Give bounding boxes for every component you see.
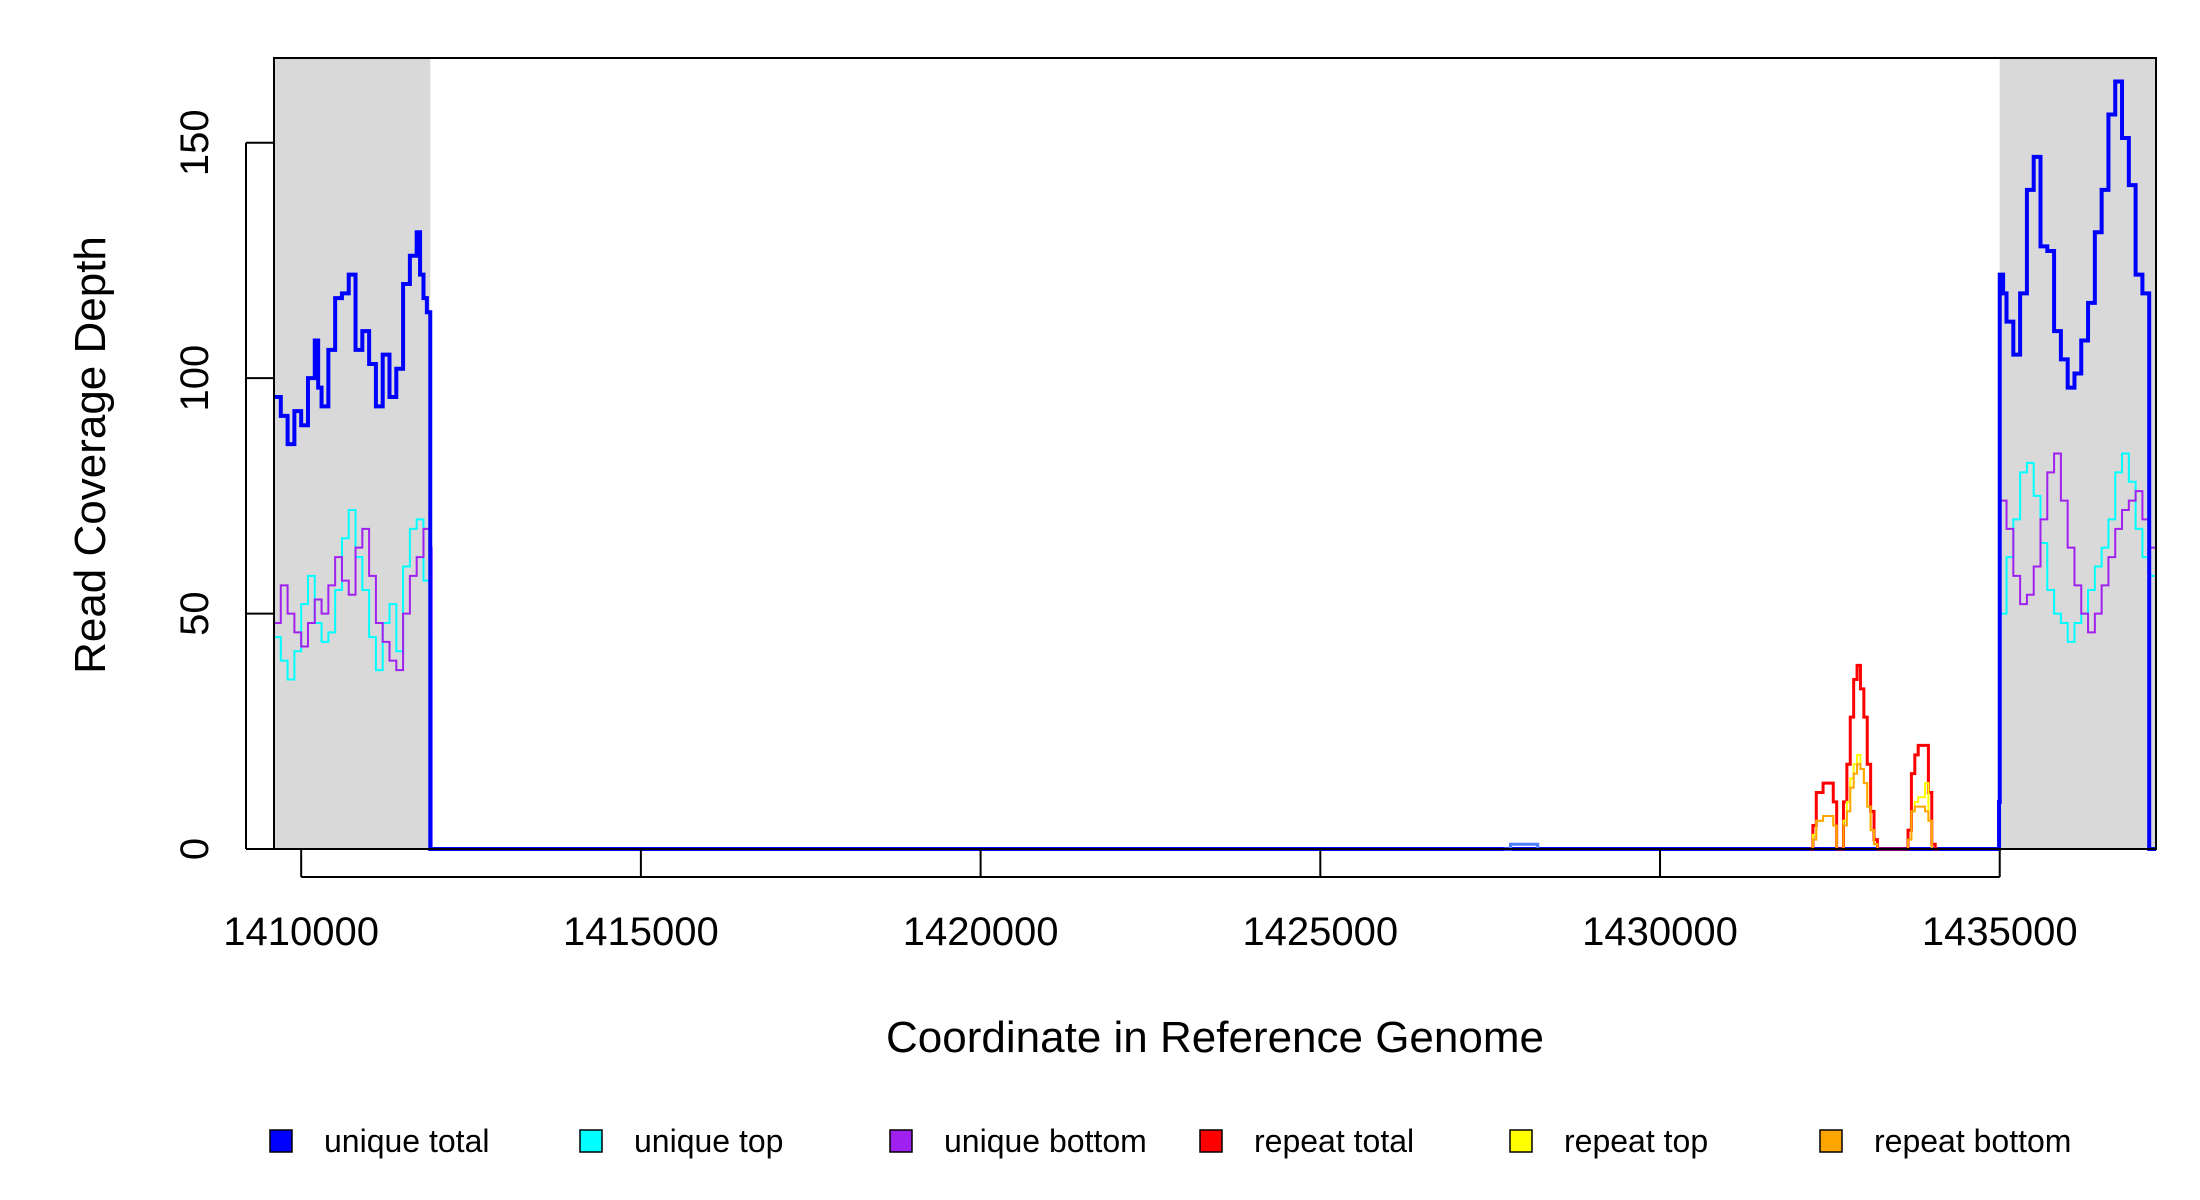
y-tick-label: 50 — [173, 591, 217, 636]
shaded-region-2 — [1999, 58, 2156, 849]
series-line-unique-top — [274, 452, 2157, 850]
legend-swatch-unique-top — [579, 1129, 603, 1153]
y-axis: 0 50 100 150 — [173, 109, 274, 860]
shaded-regions — [274, 58, 2156, 849]
legend-label-unique-total: unique total — [324, 1123, 489, 1159]
legend-swatch-unique-bottom — [889, 1129, 913, 1153]
plot-series — [274, 79, 2157, 851]
legend-swatch-repeat-bottom — [1819, 1129, 1843, 1153]
series-line-repeat-bottom — [1809, 763, 1936, 850]
y-tick-label: 0 — [173, 838, 217, 860]
legend-swatch-repeat-total — [1199, 1129, 1223, 1153]
x-tick-label: 1435000 — [1922, 910, 2078, 954]
series-line-unique-bottom — [274, 452, 2157, 850]
y-tick-label: 150 — [173, 109, 217, 176]
legend-label-repeat-total: repeat total — [1254, 1123, 1414, 1159]
series-line-unique-total — [274, 79, 2156, 851]
plot-frame — [273, 57, 2157, 850]
legend-label-unique-bottom: unique bottom — [944, 1123, 1147, 1159]
y-axis-title: Read Coverage Depth — [66, 236, 115, 674]
x-tick-label: 1420000 — [903, 910, 1059, 954]
x-axis: 1410000 1415000 1420000 1425000 1430000 14350… — [223, 849, 2078, 954]
series-line-repeat-total — [1809, 663, 1939, 851]
series-line-repeat-top — [1809, 753, 1936, 850]
x-tick-label: 1430000 — [1582, 910, 1738, 954]
x-axis-title: Coordinate in Reference Genome — [886, 1013, 1544, 1062]
y-tick-label: 100 — [173, 345, 217, 412]
legend-swatch-repeat-top — [1509, 1129, 1533, 1153]
x-tick-label: 1415000 — [563, 910, 719, 954]
legend-label-repeat-top: repeat top — [1564, 1123, 1708, 1159]
legend: unique total unique top unique bottom repea… — [269, 1123, 2071, 1159]
legend-label-unique-top: unique top — [634, 1123, 783, 1159]
x-tick-label: 1425000 — [1242, 910, 1398, 954]
legend-label-repeat-bottom: repeat bottom — [1874, 1123, 2071, 1159]
x-tick-label: 1410000 — [223, 910, 379, 954]
legend-swatch-unique-total — [269, 1129, 293, 1153]
shaded-region-1 — [274, 58, 431, 849]
